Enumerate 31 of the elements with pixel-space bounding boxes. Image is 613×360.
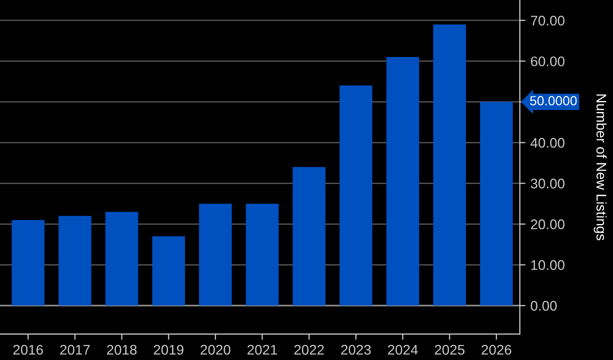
- bar: [58, 216, 92, 306]
- x-tick-label: 2023: [341, 344, 371, 355]
- y-tick-label: 60.00: [530, 56, 564, 66]
- bar: [292, 167, 326, 306]
- bar: [12, 220, 44, 306]
- y-tick-label: 0.00: [530, 300, 557, 311]
- annotation: 50.0000: [530, 96, 577, 106]
- bar: [433, 24, 466, 306]
- bar: [105, 212, 138, 306]
- x-tick-label: 2026: [482, 344, 512, 355]
- y-tick-label: 10.00: [531, 260, 564, 270]
- y-tick-label: 20.00: [530, 219, 564, 230]
- y-tick-label: 30.00: [530, 178, 564, 189]
- bar: [152, 236, 185, 306]
- x-tick-label: 2021: [248, 344, 278, 355]
- x-tick-label: 2018: [107, 344, 137, 355]
- y-tick-label: 70.00: [530, 16, 564, 26]
- bar: [246, 204, 279, 306]
- y-tick-label: 40.00: [530, 138, 564, 148]
- x-tick-label: 2016: [13, 344, 43, 355]
- x-tick-label: 2017: [60, 344, 90, 355]
- x-tick-label: 2024: [388, 344, 418, 355]
- x-tick-label: 2019: [154, 344, 184, 355]
- x-tick-label: 2020: [200, 344, 230, 355]
- bar: [386, 57, 420, 306]
- bar: [199, 204, 232, 306]
- y-axis-title: Number of New Listings: [594, 94, 607, 240]
- bar: [480, 102, 513, 306]
- x-tick-label: 2025: [434, 344, 464, 355]
- bar: [340, 86, 372, 306]
- x-tick-label: 2022: [294, 344, 324, 355]
